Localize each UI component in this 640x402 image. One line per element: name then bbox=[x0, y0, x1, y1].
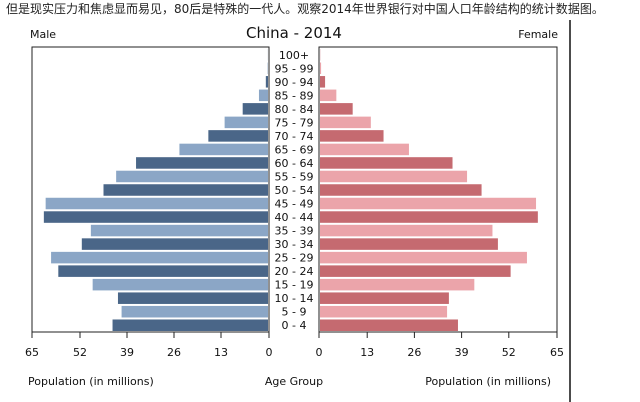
x-tick-label: 39 bbox=[455, 346, 469, 359]
age-label: 70 - 74 bbox=[275, 130, 314, 143]
age-label: 55 - 59 bbox=[275, 170, 314, 183]
female-bar-40-44 bbox=[320, 211, 538, 223]
female-bar-50-54 bbox=[320, 184, 482, 196]
male-bar-80-84 bbox=[242, 103, 268, 115]
age-label: 25 - 29 bbox=[275, 252, 314, 265]
male-bar-40-44 bbox=[43, 211, 268, 223]
female-bar-10-14 bbox=[320, 292, 449, 304]
x-tick-label: 0 bbox=[316, 346, 323, 359]
female-bar-25-29 bbox=[320, 251, 527, 264]
age-label: 40 - 44 bbox=[275, 211, 314, 224]
age-group-label: Age Group bbox=[265, 375, 323, 388]
x-tick-label: 26 bbox=[407, 346, 421, 359]
caption-text: 但是现实压力和焦虑显而易见，80后是特殊的一代人。观察2014年世界银行对中国人… bbox=[6, 2, 604, 16]
age-label: 20 - 24 bbox=[275, 265, 314, 278]
male-bar-35-39 bbox=[90, 224, 268, 237]
male-bar-60-64 bbox=[136, 157, 268, 169]
male-bar-70-74 bbox=[208, 130, 268, 142]
female-bar-60-64 bbox=[320, 157, 453, 169]
x-axis-label-left: Population (in millions) bbox=[28, 375, 154, 388]
chart-title: China - 2014 bbox=[246, 24, 342, 42]
bars-group bbox=[43, 49, 538, 331]
male-bar-55-59 bbox=[116, 170, 269, 183]
x-tick-label: 13 bbox=[214, 346, 228, 359]
male-label: Male bbox=[30, 28, 56, 41]
female-bar-95-99 bbox=[320, 62, 322, 75]
age-label: 0 - 4 bbox=[282, 319, 307, 332]
female-bar-15-19 bbox=[320, 278, 475, 291]
male-bar-75-79 bbox=[224, 116, 268, 129]
x-tick-label: 52 bbox=[73, 346, 87, 359]
female-bar-30-34 bbox=[320, 238, 498, 250]
x-tick-label: 26 bbox=[167, 346, 181, 359]
age-label: 50 - 54 bbox=[275, 184, 314, 197]
female-bar-55-59 bbox=[320, 170, 468, 183]
male-bar-10-14 bbox=[117, 292, 269, 304]
female-bar-70-74 bbox=[320, 130, 384, 142]
x-tick-label: 39 bbox=[120, 346, 134, 359]
female-bar-35-39 bbox=[320, 224, 493, 237]
age-label: 85 - 89 bbox=[275, 89, 314, 102]
age-label: 10 - 14 bbox=[275, 292, 314, 305]
age-label: 30 - 34 bbox=[275, 238, 314, 251]
male-bar-20-24 bbox=[58, 265, 269, 277]
male-bar-85-89 bbox=[258, 89, 268, 102]
female-bar-20-24 bbox=[320, 265, 511, 277]
x-tick-label: 13 bbox=[360, 346, 374, 359]
female-label: Female bbox=[518, 28, 558, 41]
male-bar-65-69 bbox=[179, 143, 268, 156]
age-label: 95 - 99 bbox=[275, 62, 314, 75]
age-label: 45 - 49 bbox=[275, 198, 314, 211]
female-plot-frame bbox=[318, 46, 558, 333]
age-label: 15 - 19 bbox=[275, 279, 314, 292]
male-bar-0-4 bbox=[112, 319, 268, 331]
age-label: 75 - 79 bbox=[275, 116, 314, 129]
x-tick-label: 52 bbox=[502, 346, 516, 359]
male-bar-25-29 bbox=[51, 251, 268, 264]
female-bar-80-84 bbox=[320, 103, 353, 115]
female-bar-0-4 bbox=[320, 319, 458, 331]
female-bar-75-79 bbox=[320, 116, 371, 129]
age-label: 65 - 69 bbox=[275, 143, 314, 156]
x-tick-label: 65 bbox=[25, 346, 39, 359]
x-tick-label: 0 bbox=[266, 346, 273, 359]
age-label: 90 - 94 bbox=[275, 76, 314, 89]
male-plot-frame bbox=[31, 46, 270, 333]
female-bar-5-9 bbox=[320, 305, 448, 318]
female-bar-45-49 bbox=[320, 197, 537, 210]
male-bar-30-34 bbox=[81, 238, 268, 250]
ticks-group: 65 52 39 26 13 0 0 13 26 39 52 65 bbox=[25, 332, 564, 359]
age-label: 35 - 39 bbox=[275, 225, 314, 238]
male-bar-5-9 bbox=[121, 305, 268, 318]
male-bar-90-94 bbox=[265, 76, 268, 88]
x-tick-label: 65 bbox=[550, 346, 564, 359]
female-bar-90-94 bbox=[320, 76, 326, 88]
male-bar-45-49 bbox=[45, 197, 269, 210]
female-bar-85-89 bbox=[320, 89, 337, 102]
male-bar-15-19 bbox=[92, 278, 269, 291]
age-label: 60 - 64 bbox=[275, 157, 314, 170]
x-axis-label-right: Population (in millions) bbox=[425, 375, 551, 388]
age-label: 100+ bbox=[279, 49, 309, 62]
female-bar-65-69 bbox=[320, 143, 409, 156]
age-label: 80 - 84 bbox=[275, 103, 314, 116]
male-bar-50-54 bbox=[103, 184, 268, 196]
age-label: 5 - 9 bbox=[282, 306, 307, 319]
